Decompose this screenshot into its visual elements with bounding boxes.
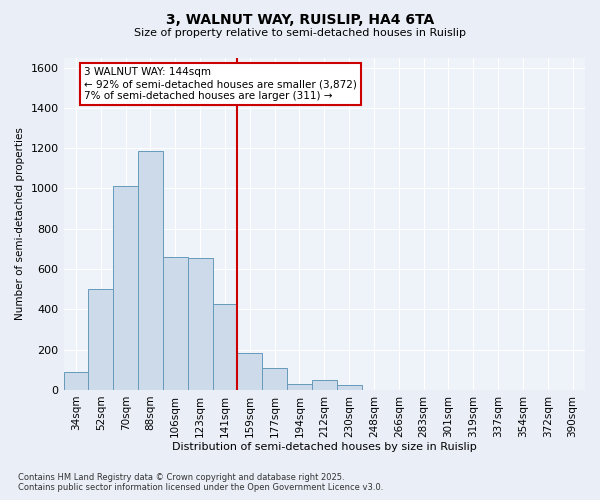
Bar (238, 352, 262, 390)
Bar (262, 368, 287, 390)
Text: Contains HM Land Registry data © Crown copyright and database right 2025.
Contai: Contains HM Land Registry data © Crown c… (18, 473, 383, 492)
Bar (113, 186, 138, 390)
Text: 3 WALNUT WAY: 144sqm
← 92% of semi-detached houses are smaller (3,872)
7% of sem: 3 WALNUT WAY: 144sqm ← 92% of semi-detac… (85, 68, 357, 100)
Bar (312, 380, 337, 390)
X-axis label: Distribution of semi-detached houses by size in Ruislip: Distribution of semi-detached houses by … (172, 442, 476, 452)
Text: 3, WALNUT WAY, RUISLIP, HA4 6TA: 3, WALNUT WAY, RUISLIP, HA4 6TA (166, 12, 434, 26)
Bar (88, 289, 113, 390)
Bar (188, 258, 212, 390)
Text: Size of property relative to semi-detached houses in Ruislip: Size of property relative to semi-detach… (134, 28, 466, 38)
Bar (138, 151, 163, 390)
Bar (337, 385, 362, 390)
Y-axis label: Number of semi-detached properties: Number of semi-detached properties (15, 128, 25, 320)
Bar (212, 304, 238, 390)
Bar (163, 257, 188, 390)
Bar (287, 384, 312, 390)
Bar (64, 372, 88, 390)
